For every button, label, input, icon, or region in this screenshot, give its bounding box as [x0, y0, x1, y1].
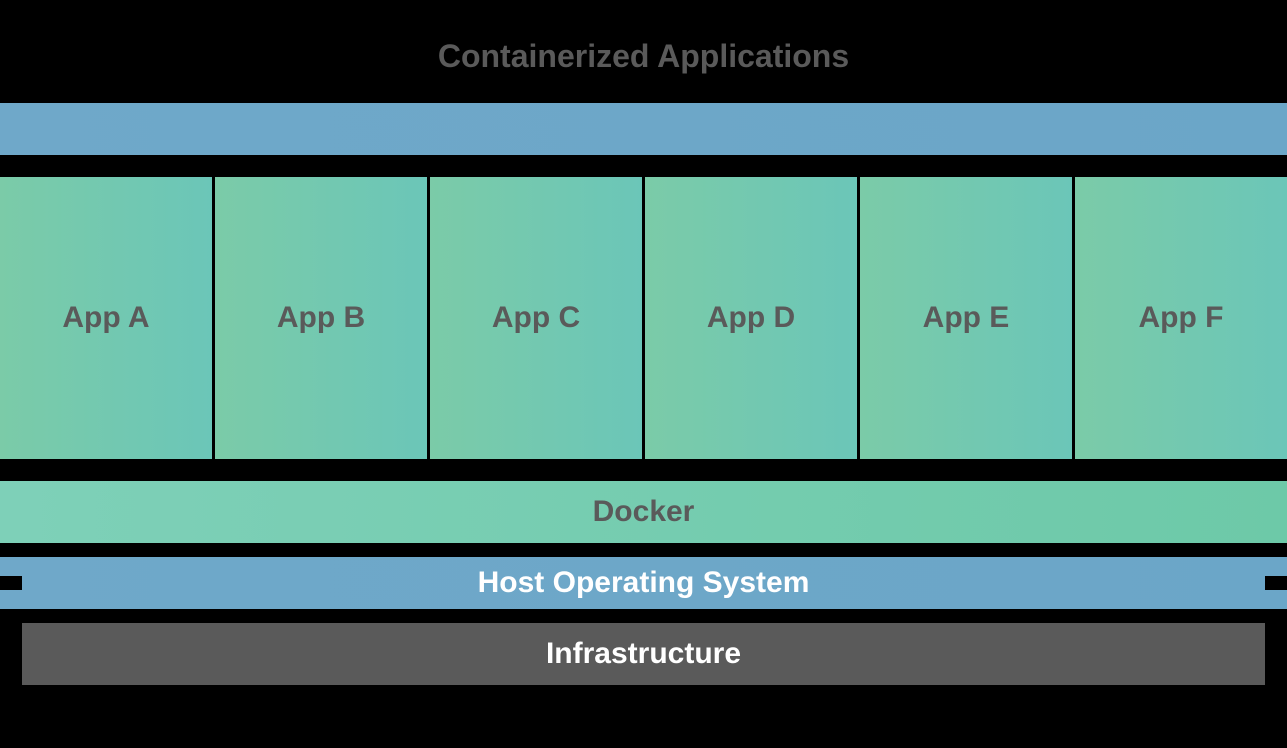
app-label: App F: [1139, 301, 1224, 335]
app-label: App C: [492, 301, 580, 335]
top-blue-bar: [0, 103, 1287, 155]
docker-label: Docker: [593, 495, 695, 529]
diagram-title: Containerized Applications: [0, 0, 1287, 103]
app-label: App A: [62, 301, 149, 335]
app-label: App E: [923, 301, 1010, 335]
docker-layer: Docker: [0, 481, 1287, 543]
notch-right: [1265, 576, 1287, 590]
app-box-f: App F: [1075, 177, 1287, 459]
app-box-d: App D: [645, 177, 857, 459]
app-box-b: App B: [215, 177, 427, 459]
apps-row: App A App B App C App D App E App F: [0, 177, 1287, 459]
app-box-c: App C: [430, 177, 642, 459]
container-architecture-diagram: Containerized Applications App A App B A…: [0, 0, 1287, 748]
host-os-label: Host Operating System: [478, 566, 810, 600]
notch-left: [0, 576, 22, 590]
host-os-layer: Host Operating System: [0, 557, 1287, 609]
app-box-a: App A: [0, 177, 212, 459]
app-box-e: App E: [860, 177, 1072, 459]
app-label: App B: [277, 301, 365, 335]
infrastructure-layer: Infrastructure: [22, 623, 1265, 685]
app-label: App D: [707, 301, 795, 335]
infrastructure-label: Infrastructure: [546, 637, 741, 671]
